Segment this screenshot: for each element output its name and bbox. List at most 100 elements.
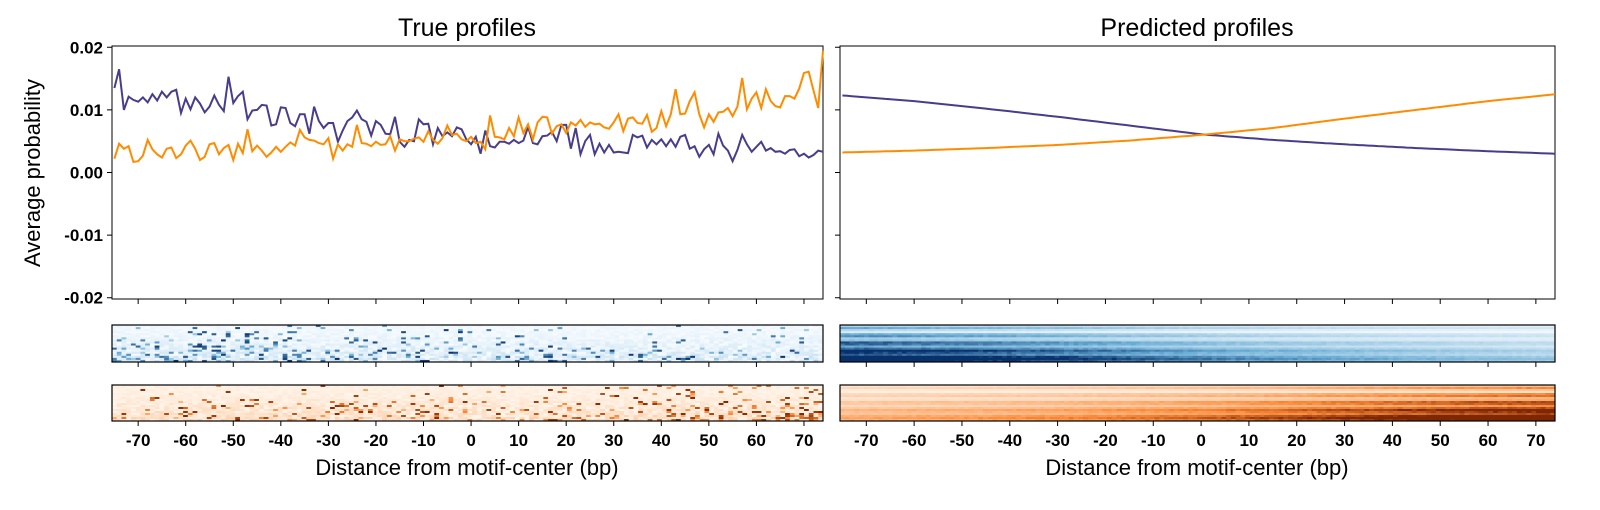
heatmap-cell (552, 345, 558, 348)
heatmap-cell (263, 353, 269, 357)
heatmap-cell (671, 393, 677, 396)
heatmap-cell (273, 327, 279, 330)
heatmap-cell (344, 359, 350, 363)
heatmap-cell (766, 353, 772, 357)
heatmap-cell (206, 385, 212, 388)
heatmap-cell (330, 343, 336, 346)
heatmap-cell (202, 407, 208, 410)
heatmap-cell (737, 397, 743, 400)
heatmap-cell (145, 385, 151, 388)
heatmap-cell (486, 353, 492, 357)
heatmap-cell (661, 343, 667, 346)
heatmap-cell (330, 359, 336, 363)
heatmap-cell (334, 397, 340, 400)
heatmap-cell (377, 359, 383, 363)
heatmap-cell (595, 333, 601, 336)
heatmap-cell (358, 391, 364, 394)
heatmap-cell (519, 397, 525, 400)
heatmap-cell (429, 395, 435, 398)
heatmap-cell (230, 399, 236, 402)
heatmap-cell (808, 395, 814, 398)
heatmap-cell (277, 339, 284, 342)
heatmap-cell (230, 345, 236, 348)
heatmap-cell (391, 327, 397, 330)
heatmap-cell (614, 331, 620, 334)
heatmap-cell (472, 325, 478, 328)
heatmap-cell (571, 341, 577, 344)
heatmap-cell (424, 407, 430, 410)
heatmap-cell (334, 359, 340, 363)
y-tick-label: -0.02 (64, 289, 103, 308)
heatmap-cell (529, 325, 535, 328)
heatmap-true-strand-2 (111, 384, 824, 422)
heatmap-cell (377, 353, 383, 357)
heatmap-cell (116, 333, 122, 336)
heatmap-cell (221, 405, 227, 408)
heatmap-cell (799, 399, 805, 402)
heatmap-cell (557, 391, 563, 394)
heatmap-cell (145, 407, 151, 410)
heatmap-cell (567, 393, 573, 396)
heatmap-cell (382, 395, 388, 398)
heatmap-cell (254, 393, 260, 396)
heatmap-cell (614, 335, 620, 338)
heatmap-cell (685, 411, 691, 414)
heatmap-cell (221, 395, 227, 398)
heatmap-cell (514, 387, 521, 390)
heatmap-cell (235, 355, 241, 359)
heatmap-cell (628, 391, 634, 394)
heatmap-cell (244, 391, 250, 394)
heatmap-cell (510, 407, 516, 410)
heatmap-cell (448, 401, 454, 404)
heatmap-cell (633, 411, 639, 414)
heatmap-cell (495, 329, 502, 332)
heatmap-cell (221, 345, 227, 348)
heatmap-cell (690, 347, 696, 350)
heatmap-cell (723, 355, 729, 359)
heatmap-cell (789, 341, 795, 344)
heatmap-cell (377, 351, 383, 355)
heatmap-cell (330, 327, 336, 330)
heatmap-cell (529, 407, 535, 410)
heatmap-cell (145, 403, 151, 406)
heatmap-cell (320, 385, 326, 388)
heatmap-cell (742, 355, 748, 359)
heatmap-cell (439, 389, 445, 392)
heatmap-cell (818, 409, 824, 412)
heatmap-cell (121, 405, 127, 408)
heatmap-cell (149, 357, 156, 361)
heatmap-cell (491, 389, 497, 392)
heatmap-cell (216, 389, 222, 392)
heatmap-cell (126, 403, 132, 406)
heatmap-cell (453, 385, 459, 388)
heatmap-cell (661, 337, 667, 340)
heatmap-cell (458, 335, 464, 338)
heatmap-cell (505, 385, 511, 388)
heatmap-cell (164, 325, 170, 328)
heatmap-cell (486, 405, 492, 408)
heatmap-cell (680, 391, 686, 394)
heatmap-cell (628, 411, 634, 414)
heatmap-cell (249, 335, 255, 338)
heatmap-cell (377, 397, 383, 400)
heatmap-cell (263, 413, 269, 416)
heatmap-cell (642, 327, 649, 330)
heatmap-cell (813, 351, 819, 355)
heatmap-cell (747, 359, 753, 363)
heatmap-cell (533, 325, 539, 328)
heatmap-cell (680, 345, 686, 348)
heatmap-cell (382, 343, 388, 346)
heatmap-cell (614, 329, 620, 332)
heatmap-cell (249, 397, 255, 400)
heatmap-cell (391, 353, 397, 357)
heatmap-cell (533, 401, 539, 404)
heatmap-cell (164, 343, 170, 346)
heatmap-cell (353, 351, 359, 355)
heatmap-cell (590, 325, 596, 328)
heatmap-cell (239, 357, 246, 361)
x-tick-label: -10 (411, 431, 436, 450)
heatmap-cell (282, 397, 288, 400)
heatmap-cell (225, 407, 231, 410)
heatmap-cell (548, 395, 554, 398)
heatmap-cell (439, 359, 445, 363)
